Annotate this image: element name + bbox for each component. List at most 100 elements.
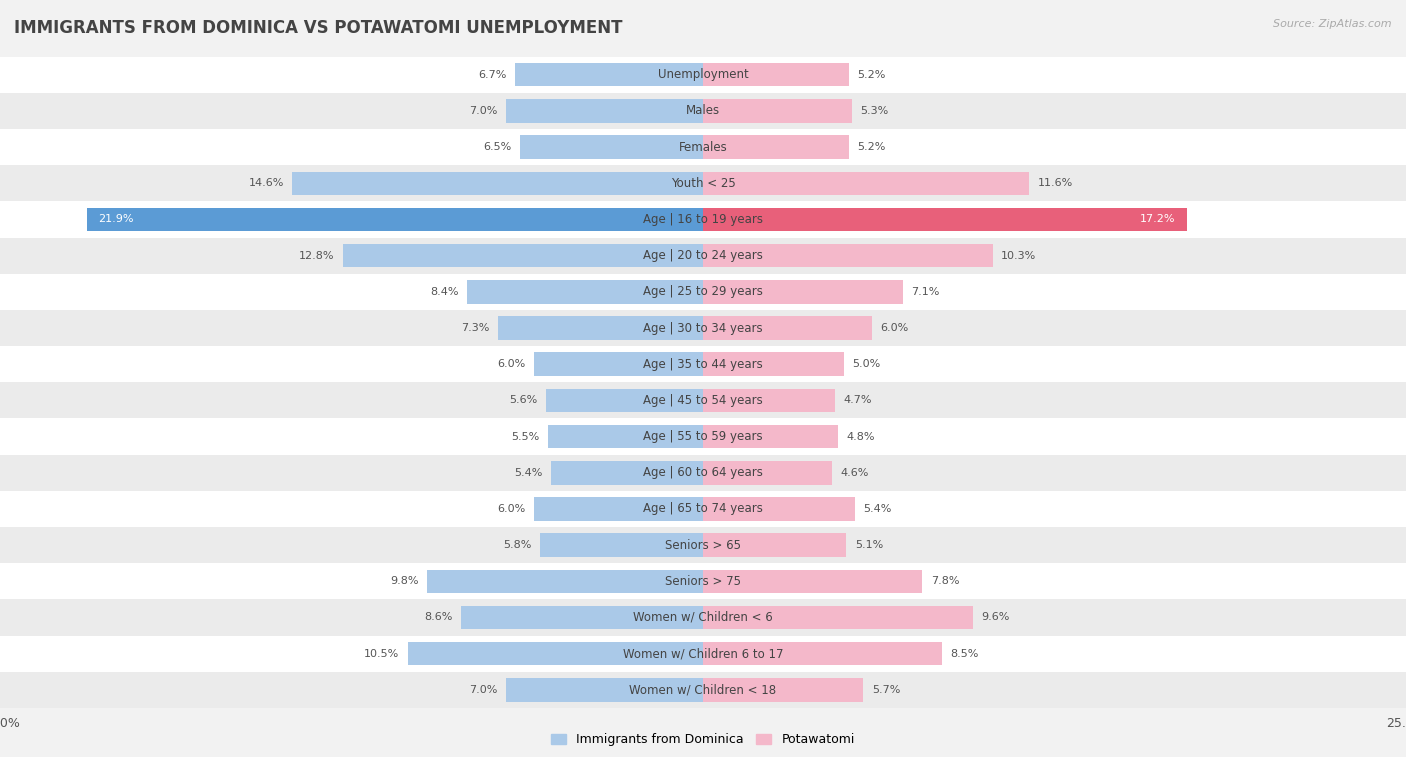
Text: Age | 25 to 29 years: Age | 25 to 29 years — [643, 285, 763, 298]
Text: 7.0%: 7.0% — [470, 106, 498, 116]
Bar — [703, 136, 849, 159]
Text: 5.0%: 5.0% — [852, 359, 880, 369]
Text: Age | 55 to 59 years: Age | 55 to 59 years — [643, 430, 763, 443]
Bar — [703, 678, 863, 702]
Bar — [703, 207, 1187, 231]
Text: 5.7%: 5.7% — [872, 685, 900, 695]
Bar — [0, 201, 1406, 238]
Bar — [703, 534, 846, 557]
Text: 5.4%: 5.4% — [515, 468, 543, 478]
Bar — [461, 606, 703, 629]
Bar — [520, 136, 703, 159]
Text: 8.4%: 8.4% — [430, 287, 458, 297]
Bar — [703, 316, 872, 340]
Text: 6.0%: 6.0% — [880, 323, 908, 333]
Bar — [87, 207, 703, 231]
Bar — [0, 455, 1406, 491]
Bar — [408, 642, 703, 665]
Text: Seniors > 65: Seniors > 65 — [665, 539, 741, 552]
Text: 5.4%: 5.4% — [863, 504, 891, 514]
Bar — [703, 461, 832, 484]
Bar — [0, 274, 1406, 310]
Text: 7.0%: 7.0% — [470, 685, 498, 695]
Bar — [498, 316, 703, 340]
Bar — [540, 534, 703, 557]
Text: 7.3%: 7.3% — [461, 323, 489, 333]
Text: 9.8%: 9.8% — [391, 576, 419, 587]
Text: 12.8%: 12.8% — [299, 251, 335, 260]
Bar — [0, 93, 1406, 129]
Bar — [703, 172, 1029, 195]
Text: 7.1%: 7.1% — [911, 287, 939, 297]
Bar — [506, 99, 703, 123]
Bar — [0, 346, 1406, 382]
Text: 7.8%: 7.8% — [931, 576, 959, 587]
Text: Age | 30 to 34 years: Age | 30 to 34 years — [643, 322, 763, 335]
Text: Age | 60 to 64 years: Age | 60 to 64 years — [643, 466, 763, 479]
Bar — [0, 419, 1406, 455]
Text: 6.5%: 6.5% — [484, 142, 512, 152]
Text: Age | 35 to 44 years: Age | 35 to 44 years — [643, 358, 763, 371]
Bar — [703, 244, 993, 267]
Text: Source: ZipAtlas.com: Source: ZipAtlas.com — [1274, 19, 1392, 29]
Text: 5.2%: 5.2% — [858, 142, 886, 152]
Bar — [0, 491, 1406, 527]
Text: 5.2%: 5.2% — [858, 70, 886, 79]
Bar — [551, 461, 703, 484]
Bar — [467, 280, 703, 304]
Bar — [703, 497, 855, 521]
Text: Unemployment: Unemployment — [658, 68, 748, 81]
Bar — [0, 563, 1406, 600]
Bar — [506, 678, 703, 702]
Text: 21.9%: 21.9% — [98, 214, 134, 224]
Text: 5.1%: 5.1% — [855, 540, 883, 550]
Text: 17.2%: 17.2% — [1140, 214, 1175, 224]
Text: Males: Males — [686, 104, 720, 117]
Text: Women w/ Children < 18: Women w/ Children < 18 — [630, 684, 776, 696]
Bar — [703, 99, 852, 123]
Bar — [703, 606, 973, 629]
Text: 5.6%: 5.6% — [509, 395, 537, 406]
Text: 10.3%: 10.3% — [1001, 251, 1036, 260]
Bar — [343, 244, 703, 267]
Text: 6.0%: 6.0% — [498, 504, 526, 514]
Bar — [703, 280, 903, 304]
Text: Females: Females — [679, 141, 727, 154]
Text: Age | 20 to 24 years: Age | 20 to 24 years — [643, 249, 763, 262]
Text: Age | 45 to 54 years: Age | 45 to 54 years — [643, 394, 763, 407]
Text: IMMIGRANTS FROM DOMINICA VS POTAWATOMI UNEMPLOYMENT: IMMIGRANTS FROM DOMINICA VS POTAWATOMI U… — [14, 19, 623, 37]
Bar — [0, 310, 1406, 346]
Text: 8.6%: 8.6% — [425, 612, 453, 622]
Text: 5.5%: 5.5% — [512, 431, 540, 441]
Text: 4.6%: 4.6% — [841, 468, 869, 478]
Bar — [534, 497, 703, 521]
Text: Age | 16 to 19 years: Age | 16 to 19 years — [643, 213, 763, 226]
Text: 6.7%: 6.7% — [478, 70, 506, 79]
Bar — [0, 129, 1406, 165]
Bar — [0, 57, 1406, 93]
Text: 6.0%: 6.0% — [498, 359, 526, 369]
Text: Women w/ Children 6 to 17: Women w/ Children 6 to 17 — [623, 647, 783, 660]
Text: 10.5%: 10.5% — [364, 649, 399, 659]
Text: 5.8%: 5.8% — [503, 540, 531, 550]
Legend: Immigrants from Dominica, Potawatomi: Immigrants from Dominica, Potawatomi — [547, 728, 859, 752]
Bar — [0, 671, 1406, 708]
Text: 11.6%: 11.6% — [1038, 178, 1073, 188]
Bar — [0, 600, 1406, 636]
Bar — [703, 569, 922, 593]
Bar — [515, 63, 703, 86]
Bar — [0, 165, 1406, 201]
Bar — [703, 63, 849, 86]
Text: Seniors > 75: Seniors > 75 — [665, 575, 741, 587]
Bar — [0, 527, 1406, 563]
Bar — [546, 388, 703, 412]
Text: 5.3%: 5.3% — [860, 106, 889, 116]
Text: 4.7%: 4.7% — [844, 395, 872, 406]
Bar — [703, 425, 838, 448]
Text: 4.8%: 4.8% — [846, 431, 875, 441]
Text: 14.6%: 14.6% — [249, 178, 284, 188]
Bar — [703, 642, 942, 665]
Bar — [703, 353, 844, 376]
Bar — [548, 425, 703, 448]
Bar — [0, 238, 1406, 274]
